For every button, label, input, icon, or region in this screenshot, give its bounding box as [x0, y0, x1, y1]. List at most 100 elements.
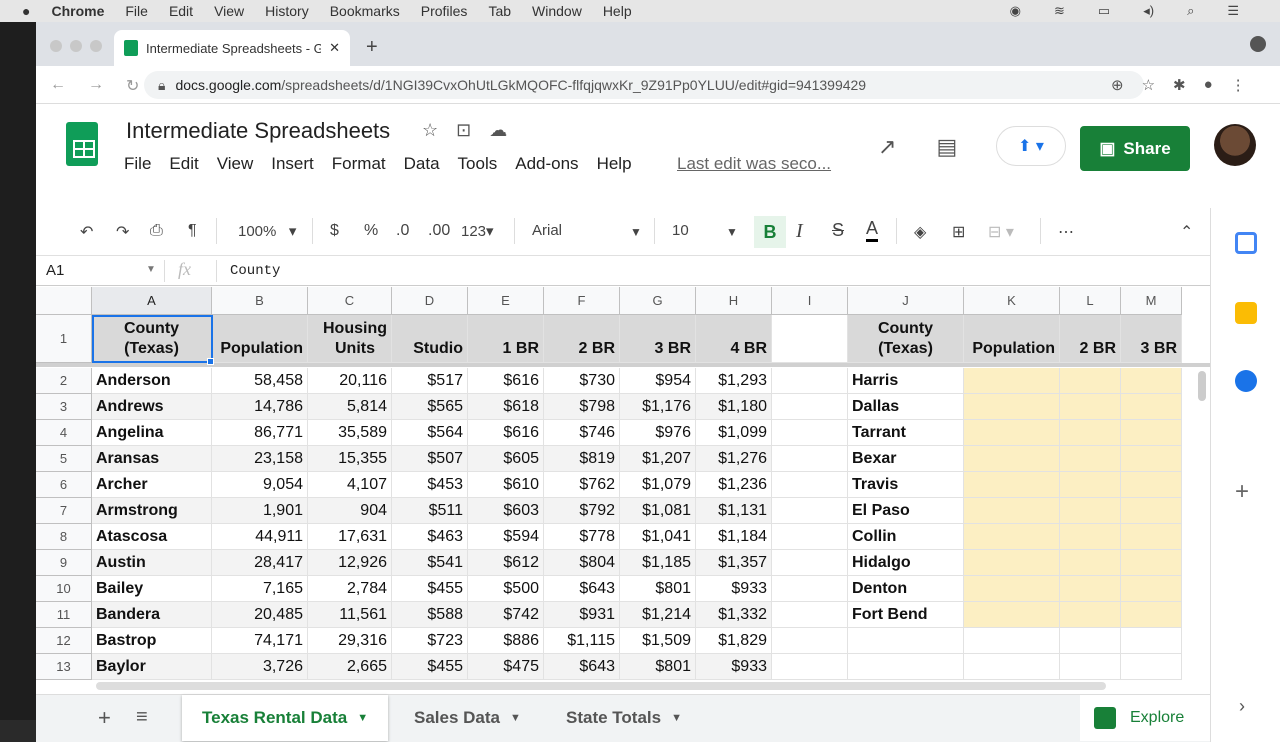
- header-cell-m[interactable]: 3 BR: [1121, 315, 1182, 363]
- header-cell-l[interactable]: 2 BR: [1060, 315, 1121, 363]
- cell-g5[interactable]: $1,207: [620, 446, 696, 472]
- apple-icon[interactable]: ●: [22, 3, 31, 19]
- keep-icon[interactable]: [1235, 302, 1257, 324]
- menu-bookmarks[interactable]: Bookmarks: [329, 3, 400, 19]
- cell-k8[interactable]: [964, 524, 1060, 550]
- cell-e10[interactable]: $500: [468, 576, 544, 602]
- menu-window[interactable]: Window: [532, 3, 582, 19]
- window-controls[interactable]: [50, 40, 102, 52]
- cell-h9[interactable]: $1,357: [696, 550, 772, 576]
- menu-icon[interactable]: ⋮: [1230, 77, 1246, 94]
- header-cell-j[interactable]: County (Texas): [848, 315, 964, 363]
- cell-l13[interactable]: [1060, 654, 1121, 680]
- zoom-icon[interactable]: ⊕: [1111, 77, 1124, 94]
- cell-c3[interactable]: 5,814: [308, 394, 392, 420]
- frozen-row-divider[interactable]: [36, 363, 1210, 367]
- forward-icon[interactable]: →: [88, 76, 104, 93]
- doc-title[interactable]: Intermediate Spreadsheets: [126, 118, 391, 143]
- cell-k2[interactable]: [964, 368, 1060, 394]
- cell-j6[interactable]: Travis: [848, 472, 964, 498]
- cell-g4[interactable]: $976: [620, 420, 696, 446]
- cell-m2[interactable]: [1121, 368, 1182, 394]
- fill-handle[interactable]: [207, 358, 214, 365]
- cell-i4[interactable]: [772, 420, 848, 446]
- column-header-e[interactable]: E: [468, 287, 544, 315]
- cell-g2[interactable]: $954: [620, 368, 696, 394]
- column-header-h[interactable]: H: [696, 287, 772, 315]
- record-icon[interactable]: ◉: [1009, 3, 1021, 18]
- cell-l5[interactable]: [1060, 446, 1121, 472]
- menu-insert[interactable]: Insert: [271, 154, 314, 173]
- chevron-down-icon[interactable]: ▼: [630, 225, 642, 239]
- cell-h6[interactable]: $1,236: [696, 472, 772, 498]
- menu-history[interactable]: History: [265, 3, 309, 19]
- cell-b4[interactable]: 86,771: [212, 420, 308, 446]
- header-cell-f[interactable]: 2 BR: [544, 315, 620, 363]
- share-button[interactable]: ▣ Share: [1080, 126, 1190, 171]
- cell-e6[interactable]: $610: [468, 472, 544, 498]
- search-icon[interactable]: ⌕: [1187, 3, 1195, 18]
- cell-j9[interactable]: Hidalgo: [848, 550, 964, 576]
- cell-f9[interactable]: $804: [544, 550, 620, 576]
- cell-f4[interactable]: $746: [544, 420, 620, 446]
- cell-g13[interactable]: $801: [620, 654, 696, 680]
- column-header-f[interactable]: F: [544, 287, 620, 315]
- cell-h5[interactable]: $1,276: [696, 446, 772, 472]
- menu-data[interactable]: Data: [403, 154, 440, 173]
- cell-l10[interactable]: [1060, 576, 1121, 602]
- cell-d10[interactable]: $455: [392, 576, 468, 602]
- cell-d8[interactable]: $463: [392, 524, 468, 550]
- row-header-11[interactable]: 11: [36, 602, 92, 628]
- cell-k9[interactable]: [964, 550, 1060, 576]
- cell-b9[interactable]: 28,417: [212, 550, 308, 576]
- cell-i7[interactable]: [772, 498, 848, 524]
- decrease-decimal-button[interactable]: .0: [396, 222, 410, 239]
- cell-f6[interactable]: $762: [544, 472, 620, 498]
- cell-m8[interactable]: [1121, 524, 1182, 550]
- cell-a8[interactable]: Atascosa: [92, 524, 212, 550]
- cell-k12[interactable]: [964, 628, 1060, 654]
- merge-cells-icon[interactable]: ⊟ ▾: [988, 224, 1014, 241]
- cell-c8[interactable]: 17,631: [308, 524, 392, 550]
- cell-m6[interactable]: [1121, 472, 1182, 498]
- cell-b12[interactable]: 74,171: [212, 628, 308, 654]
- font-size-select[interactable]: 10: [672, 222, 689, 239]
- row-header-4[interactable]: 4: [36, 420, 92, 446]
- vertical-scrollbar[interactable]: [1198, 371, 1206, 401]
- cell-d13[interactable]: $455: [392, 654, 468, 680]
- move-folder-icon[interactable]: ⊡: [456, 120, 472, 140]
- cell-h2[interactable]: $1,293: [696, 368, 772, 394]
- menu-file[interactable]: File: [124, 154, 152, 173]
- header-cell-a[interactable]: County (Texas): [92, 315, 212, 363]
- add-sheet-icon[interactable]: +: [98, 705, 111, 730]
- cell-l8[interactable]: [1060, 524, 1121, 550]
- all-sheets-icon[interactable]: ≡: [136, 706, 148, 728]
- cell-m5[interactable]: [1121, 446, 1182, 472]
- column-header-g[interactable]: G: [620, 287, 696, 315]
- control-center-icon[interactable]: ☰: [1227, 3, 1239, 18]
- activity-trend-icon[interactable]: ↗: [878, 134, 897, 159]
- cell-j7[interactable]: El Paso: [848, 498, 964, 524]
- explore-button[interactable]: Explore: [1080, 695, 1210, 741]
- cell-e13[interactable]: $475: [468, 654, 544, 680]
- cell-l12[interactable]: [1060, 628, 1121, 654]
- row-header-2[interactable]: 2: [36, 368, 92, 394]
- cell-h12[interactable]: $1,829: [696, 628, 772, 654]
- tab-search-icon[interactable]: [1250, 36, 1266, 52]
- cell-k3[interactable]: [964, 394, 1060, 420]
- expand-panel-icon[interactable]: ›: [1239, 696, 1245, 716]
- sheet-tab-texas-rental-data[interactable]: Texas Rental Data ▼: [182, 695, 389, 741]
- menu-edit[interactable]: Edit: [168, 3, 194, 19]
- cell-h3[interactable]: $1,180: [696, 394, 772, 420]
- calendar-icon[interactable]: [1235, 232, 1257, 254]
- name-box[interactable]: A1: [46, 262, 65, 279]
- cell-a4[interactable]: Angelina: [92, 420, 212, 446]
- increase-decimal-button[interactable]: .00: [428, 222, 451, 239]
- cell-g10[interactable]: $801: [620, 576, 696, 602]
- row-header-3[interactable]: 3: [36, 394, 92, 420]
- cell-e7[interactable]: $603: [468, 498, 544, 524]
- cell-j12[interactable]: [848, 628, 964, 654]
- cell-i2[interactable]: [772, 368, 848, 394]
- cell-m4[interactable]: [1121, 420, 1182, 446]
- cell-m9[interactable]: [1121, 550, 1182, 576]
